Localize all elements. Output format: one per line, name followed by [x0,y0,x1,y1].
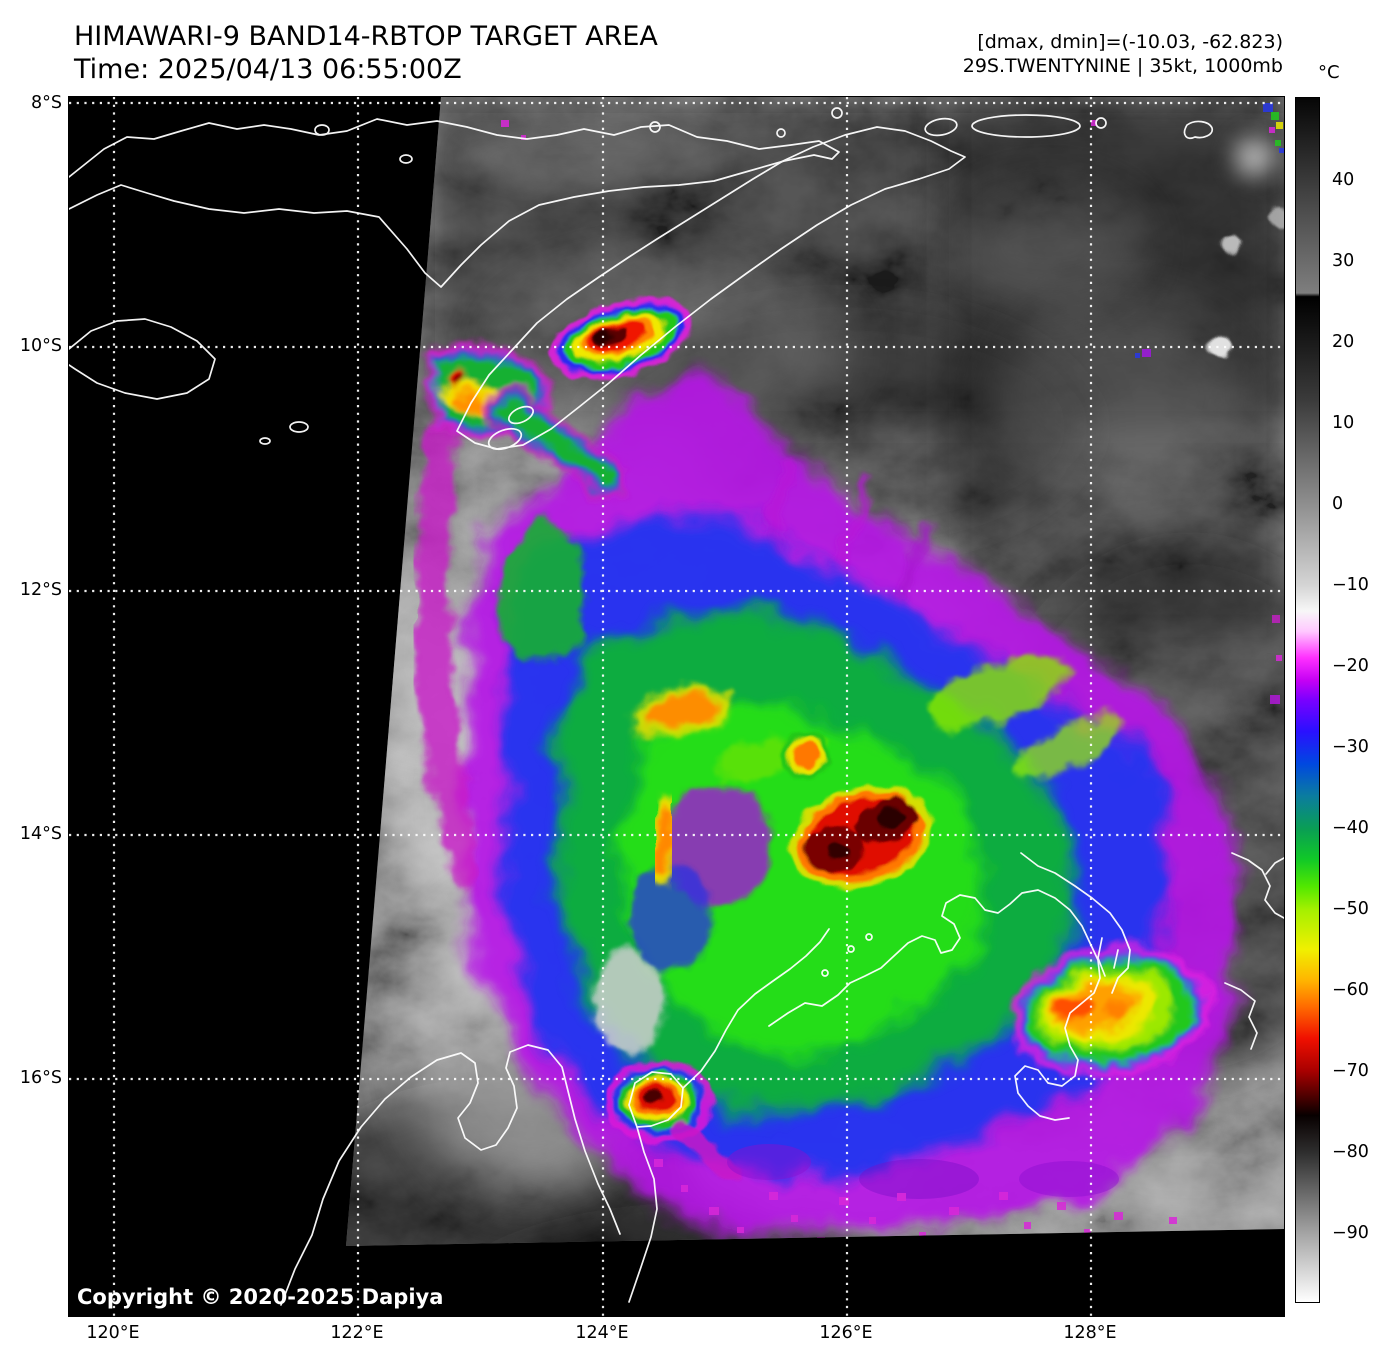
cb-tick-m60: −60 [1332,980,1369,1000]
islet [847,945,855,953]
coastline-far-ne [1231,852,1284,919]
coastlines [69,107,1284,1306]
island-leti [1183,120,1214,140]
copyright-text: Copyright © 2020-2025 Dapiya [77,1285,444,1309]
convective-system [414,103,1284,1243]
storm-top-timor [549,297,693,381]
chartreuse-streak [1013,715,1125,779]
coastline-sumba [69,318,216,400]
coastline-rivers-east [1020,852,1131,994]
header-stats: [dmax, dmin]=(-10.03, -62.823) 29S.TWENT… [963,30,1283,78]
data-swath [346,97,1284,1246]
coastline-timor [456,126,966,450]
cb-tick-m80: −80 [1332,1142,1369,1162]
lon-label-122e: 122°E [330,1323,384,1343]
island-semau [508,405,534,425]
purple-streak [834,475,874,569]
cb-tick-20: 20 [1332,332,1355,352]
graticule [69,97,1284,1316]
satellite-image [69,97,1284,1316]
timestamp: Time: 2025/04/13 06:55:00Z [74,54,462,85]
island-small [399,154,413,164]
storm-label: 29S.TWENTYNINE | 35kt, 1000mb [962,55,1283,77]
deep-convection-core-b [605,1060,740,1182]
cb-tick-m30: −30 [1332,737,1369,757]
lat-label-8s: 8°S [31,93,62,113]
island-small [776,128,786,138]
warm-top-blob-east [1009,946,1213,1076]
coastline-kimberley-ne [682,928,830,1089]
purple-streak [893,524,935,602]
islet [865,933,873,941]
island-atauro [924,117,958,137]
green-arm-nw [498,516,585,661]
satellite-map: Copyright © 2020-2025 Dapiya [68,96,1285,1317]
colorbar-unit-label: °C [1318,62,1340,83]
coastline-dampier-peninsula [280,1044,621,1306]
cb-tick-m20: −20 [1332,656,1369,676]
cb-tick-m90: −90 [1332,1223,1369,1243]
cloud-gap [593,952,665,1052]
temperature-colorbar [1295,97,1320,1303]
lon-label-126e: 126°E [819,1323,873,1343]
blue-hole [629,867,713,971]
deep-convection-core-a [790,784,932,890]
cold-pixel-speckles [501,103,1284,1243]
lon-label-128e: 128°E [1063,1323,1117,1343]
island-kisar [1095,117,1107,129]
island-rote [487,427,523,451]
coastline-flores [69,118,840,288]
title-block: HIMAWARI-9 BAND14-RBTOP TARGET AREA Time… [74,20,658,86]
lon-label-120e: 120°E [86,1323,140,1343]
orange-streak [647,797,680,887]
cb-tick-10: 10 [1332,413,1355,433]
purple-edge-band [414,422,482,892]
lat-label-16s: 16°S [19,1068,62,1088]
small-orange-cell [781,730,831,780]
warm-top-patch [629,685,733,737]
lat-label-14s: 14°S [19,824,62,844]
islet [821,969,829,977]
cb-tick-m70: −70 [1332,1061,1369,1081]
cb-tick-40: 40 [1332,170,1355,190]
island-small [259,437,271,445]
coastline-river-branch [1097,937,1106,977]
coastline-far-ne-branch [1265,857,1284,875]
coastline-right-edge [1224,982,1258,1050]
cb-tick-m40: −40 [1332,818,1369,838]
lon-label-124e: 124°E [575,1323,629,1343]
lat-label-12s: 12°S [19,580,62,600]
lat-label-10s: 10°S [19,336,62,356]
cb-tick-m10: −10 [1332,575,1369,595]
coastline-king-sound [628,1126,658,1303]
island-small [314,124,330,136]
cb-tick-m50: −50 [1332,899,1369,919]
island-small [649,121,661,133]
coastline-core-b-inlet [628,1071,684,1128]
dmax-dmin-readout: [dmax, dmin]=(-10.03, -62.823) [977,31,1283,53]
cb-tick-30: 30 [1332,251,1355,271]
page-title: HIMAWARI-9 BAND14-RBTOP TARGET AREA [74,21,658,52]
chartreuse-streak [927,655,1071,729]
island-wetar [971,114,1081,138]
coastline-river-branch [1113,949,1119,969]
cb-tick-0: 0 [1332,494,1344,514]
island-small [831,107,843,119]
island-small [289,421,309,433]
coastline-buccaneer-archipelago [768,889,1101,1121]
